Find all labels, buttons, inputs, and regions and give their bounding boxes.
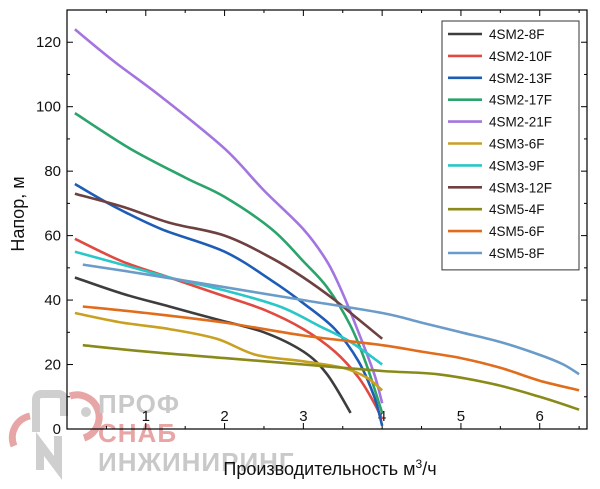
legend-label-4sm2-17f: 4SM2-17F — [489, 93, 552, 108]
legend-label-4sm5-4f: 4SM5-4F — [489, 202, 545, 217]
series-line-4sm3-6f — [74, 311, 384, 392]
company-watermark: ПРОФ СНАБ ИНЖИНИРИНГ — [8, 389, 295, 480]
series-layer — [74, 28, 580, 427]
legend-label-4sm5-6f: 4SM5-6F — [489, 224, 545, 239]
series-line-4sm2-21f — [74, 28, 384, 404]
watermark-logo-icon — [8, 390, 103, 480]
y-tick-label: 20 — [44, 357, 61, 374]
legend-label-4sm3-9f: 4SM3-9F — [489, 158, 545, 173]
plot-frame — [66, 9, 588, 430]
y-tick-label: 120 — [36, 34, 61, 51]
x-axis-title-sup: 3 — [416, 457, 423, 471]
x-tick-label: 6 — [536, 408, 544, 425]
legend-label-4sm2-21f: 4SM2-21F — [489, 115, 552, 130]
x-axis-title-tail: /ч — [422, 459, 436, 479]
y-tick-label: 60 — [44, 228, 61, 245]
series-line-4sm2-10f — [74, 237, 384, 420]
legend-box — [441, 20, 580, 271]
legend-label-4sm2-10f: 4SM2-10F — [489, 49, 552, 64]
legend-label-4sm2-8f: 4SM2-8F — [489, 27, 545, 42]
x-axis-title-main: Производительность м — [223, 459, 415, 479]
series-line-4sm5-4f — [82, 343, 580, 411]
legend-label-4sm2-13f: 4SM2-13F — [489, 71, 552, 86]
y-tick-label: 80 — [44, 163, 61, 180]
y-axis-title: Напор, м — [8, 176, 28, 251]
series-line-4sm3-9f — [74, 250, 383, 366]
x-tick-label: 3 — [299, 408, 307, 425]
watermark-line-3: ИНЖИНИРИНГ — [98, 447, 295, 477]
x-tick-label: 5 — [457, 408, 465, 425]
series-line-4sm5-6f — [82, 305, 580, 392]
x-tick-label: 1 — [142, 408, 150, 425]
x-tick-label: 2 — [220, 408, 228, 425]
x-axis-title: Производительность м3/ч — [223, 457, 436, 479]
legend-label-4sm5-8f: 4SM5-8F — [489, 246, 545, 261]
series-line-4sm2-17f — [74, 112, 384, 414]
legend: 4SM2-8F 4SM2-10F 4SM2-13F 4SM2-17F 4SM2-21F 4… — [441, 20, 580, 271]
y-tick-label: 40 — [44, 292, 61, 309]
legend-label-4sm3-6f: 4SM3-6F — [489, 137, 545, 152]
y-tick-label: 100 — [36, 99, 61, 116]
legend-label-4sm3-12f: 4SM3-12F — [489, 180, 552, 195]
y-tick-label: 0 — [53, 421, 61, 438]
series-line-4sm3-12f — [74, 192, 384, 340]
series-line-4sm5-8f — [82, 263, 580, 376]
watermark-line-2: СНАБ — [98, 418, 177, 448]
watermark-line-1: ПРОФ — [98, 389, 180, 419]
